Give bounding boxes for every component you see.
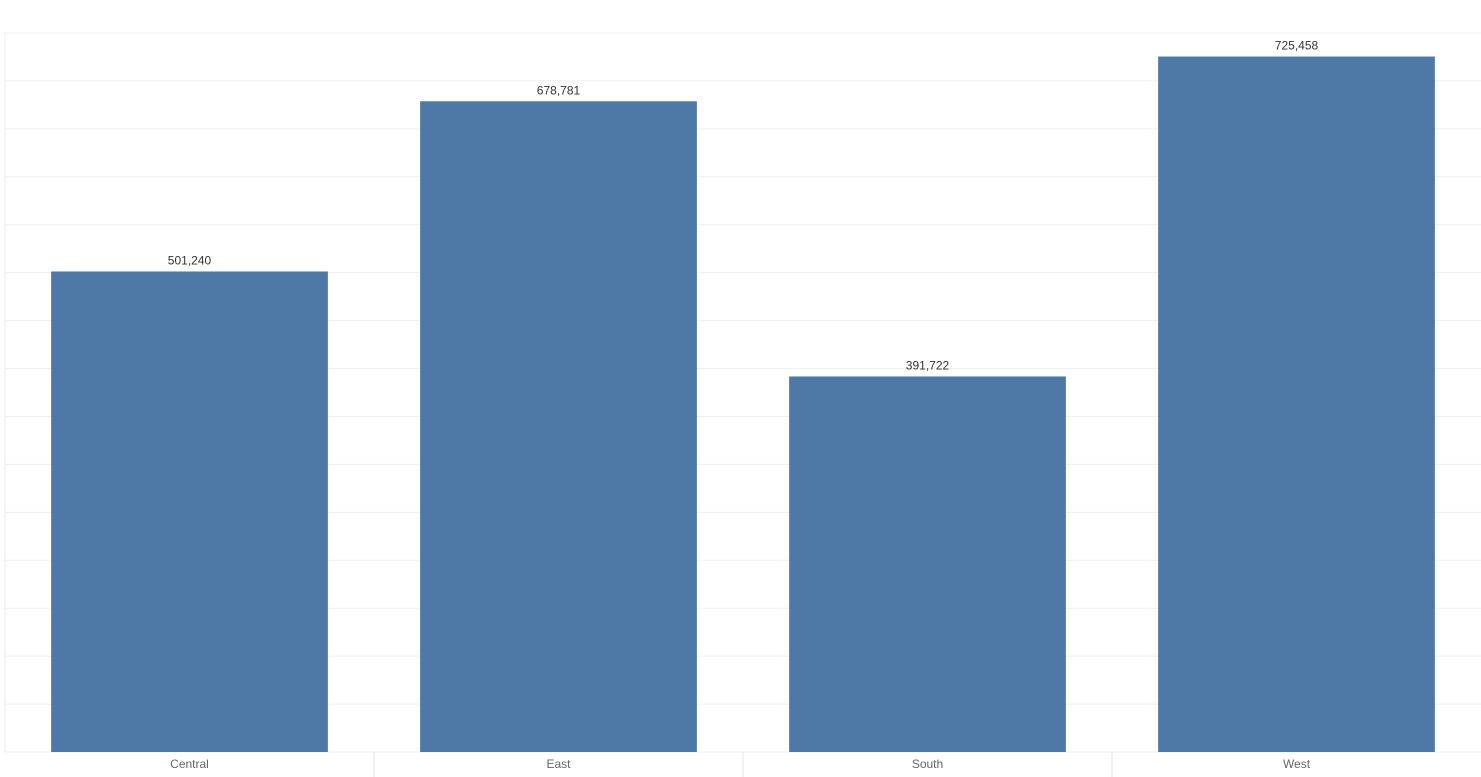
x-tick-label: South [912,757,943,771]
x-tick-label: Central [170,757,209,771]
bar [51,271,328,752]
bar [1158,56,1435,753]
x-tick-label: West [1283,757,1311,771]
data-label: 501,240 [168,254,212,268]
bar [789,376,1066,752]
data-label: 725,458 [1275,39,1319,53]
bar [420,101,697,753]
x-tick-label: East [546,757,571,771]
data-label: 391,722 [906,359,950,373]
data-label: 678,781 [537,83,581,97]
